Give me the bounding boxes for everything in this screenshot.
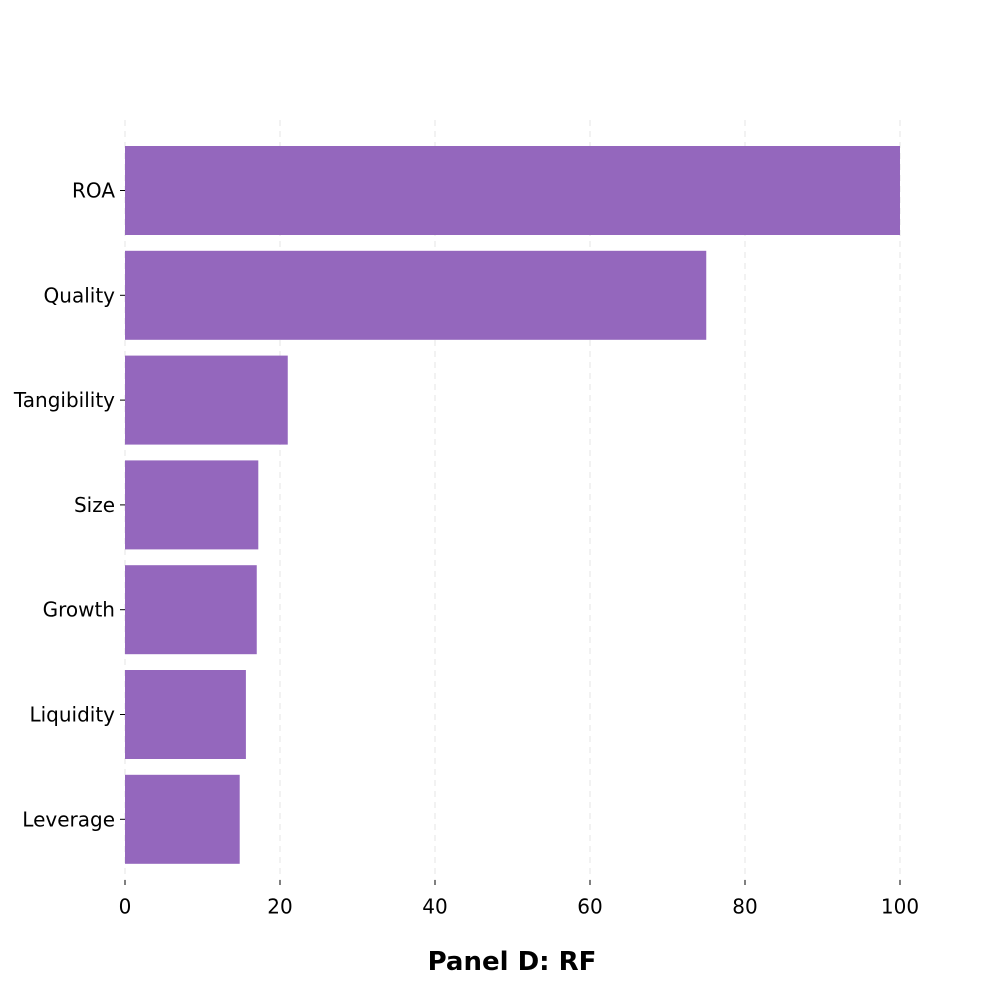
- y-tick-label-size: Size: [74, 493, 115, 517]
- y-tick-label-roa: ROA: [72, 179, 115, 203]
- bar-leverage: [125, 774, 240, 864]
- y-tick-label-leverage: Leverage: [22, 807, 115, 831]
- bar-quality: [125, 250, 707, 340]
- bar-roa: [125, 146, 900, 235]
- x-tick-label-80: 80: [732, 895, 757, 919]
- x-tick-label-60: 60: [577, 895, 602, 919]
- y-tick-label-liquidity: Liquidity: [29, 703, 115, 727]
- bar-growth: [125, 565, 257, 655]
- x-axis: 0 20 40 60 80 100: [119, 880, 919, 919]
- x-tick-label-40: 40: [422, 895, 447, 919]
- y-tick-label-quality: Quality: [44, 283, 116, 307]
- x-tick-label-20: 20: [267, 895, 292, 919]
- x-axis-label: Panel D: RF: [428, 947, 597, 977]
- x-tick-label-100: 100: [881, 895, 919, 919]
- x-tick-label-0: 0: [119, 895, 132, 919]
- bar-tangibility: [125, 355, 288, 445]
- y-tick-label-tangibility: Tangibility: [13, 388, 115, 412]
- bar-liquidity: [125, 670, 246, 759]
- y-axis: ROA Quality Tangibility Size Growth Liquidity…: [13, 179, 125, 831]
- bars: [125, 146, 900, 864]
- y-tick-label-growth: Growth: [43, 598, 115, 622]
- bar-size: [125, 460, 259, 550]
